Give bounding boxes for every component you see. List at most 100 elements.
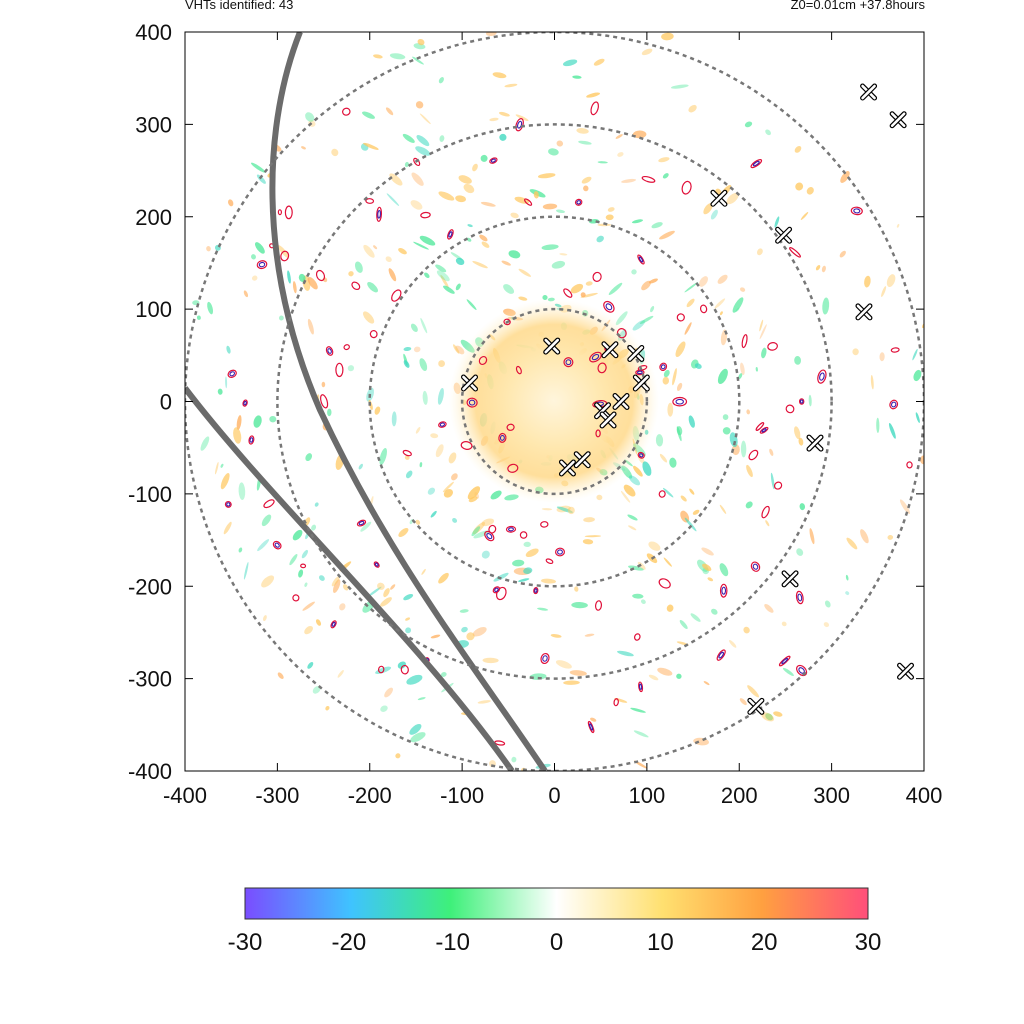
field-blob [360,521,372,532]
field-blob [769,448,774,456]
field-blob [658,157,670,163]
contour-outer [719,583,728,598]
contour-inner [499,434,505,441]
contour-outer [284,205,293,220]
field-blob [556,506,573,513]
field-blob [298,569,304,578]
field-blob [405,627,412,634]
field-blob [572,75,582,79]
field-blob [571,601,588,609]
field-blob [379,448,387,465]
field-blob [569,670,587,676]
field-blob [333,579,341,593]
contour-inner [468,399,476,406]
contour-outer [563,288,573,298]
field-blob [207,301,214,315]
contour-inner [331,621,336,627]
contour-inner [490,158,496,163]
field-blob [314,502,319,507]
contour-outer [699,304,708,314]
contour-outer [248,435,255,445]
field-blob [800,212,809,220]
contour-outer [292,594,300,602]
field-blob [823,622,830,628]
contour-outer [369,330,378,339]
vht-marker [612,393,630,410]
field-blob [315,619,322,626]
field-blob [628,565,644,571]
contour-inner [226,502,231,507]
field-blob [661,32,674,41]
contour-inner [565,359,572,366]
vht-marker [806,434,824,452]
contour-outer [356,519,367,527]
colorbar-tick-label: -10 [435,929,470,956]
field-blob [548,148,559,156]
range-ring [276,123,833,680]
contour-outer [466,397,478,408]
field-blob [501,260,511,266]
contour-outer [447,229,454,240]
field-blob [633,465,643,477]
field-blob [471,526,481,537]
field-blob [896,223,900,228]
field-blob [688,104,697,113]
field-blob [722,414,729,420]
contour-inner [439,422,446,427]
field-blob [542,294,548,301]
run-info-label: Z0=0.01cm +37.8hours [790,0,925,12]
field-blob [747,685,760,698]
field-blob [511,756,517,763]
field-blob [206,246,211,252]
field-blob [430,634,441,639]
field-blob [567,506,575,515]
contour-inner [721,586,727,595]
field-blob [384,687,393,698]
contour-outer [641,175,656,183]
field-blob [605,214,614,221]
field-blob [757,248,763,256]
contour-outer [376,206,383,222]
field-blob [430,510,437,518]
field-blob [389,53,406,60]
field-blob [743,626,750,634]
field-blob [879,352,885,362]
field-blob [405,617,411,621]
vht-marker-cross [628,346,644,361]
field-blob [398,527,409,538]
field-blob [912,348,918,361]
contour-outer [460,441,473,450]
field-blob [518,296,528,301]
field-blob [726,192,739,205]
field-blob [693,737,709,746]
field-blob [620,490,631,503]
field-blob [881,286,887,298]
field-blob [380,597,392,607]
field-blob [415,426,421,434]
contour-outer [263,499,275,509]
contour-inner [377,209,381,219]
field-blob [799,503,806,511]
vht-marker-cross [574,452,590,467]
contour-outer [325,346,334,356]
field-blob [621,178,637,183]
field-blob [455,195,467,203]
vht-marker-cross [856,304,872,320]
contour-outer [351,281,361,291]
contour-outer [789,247,801,258]
field-blob [631,219,644,224]
field-blob [358,463,363,470]
field-blob [627,514,638,521]
vht-markers [461,83,915,715]
field-blob [745,501,753,509]
field-blob [419,113,431,125]
contour-outer [515,118,524,132]
contour-outer [540,652,550,665]
contour-outer [498,432,507,443]
field-blob [744,121,753,128]
field-blob [269,415,277,423]
field-blob [650,305,655,313]
field-blob [662,376,670,385]
field-blob [821,265,826,273]
contour-outer [402,449,412,457]
